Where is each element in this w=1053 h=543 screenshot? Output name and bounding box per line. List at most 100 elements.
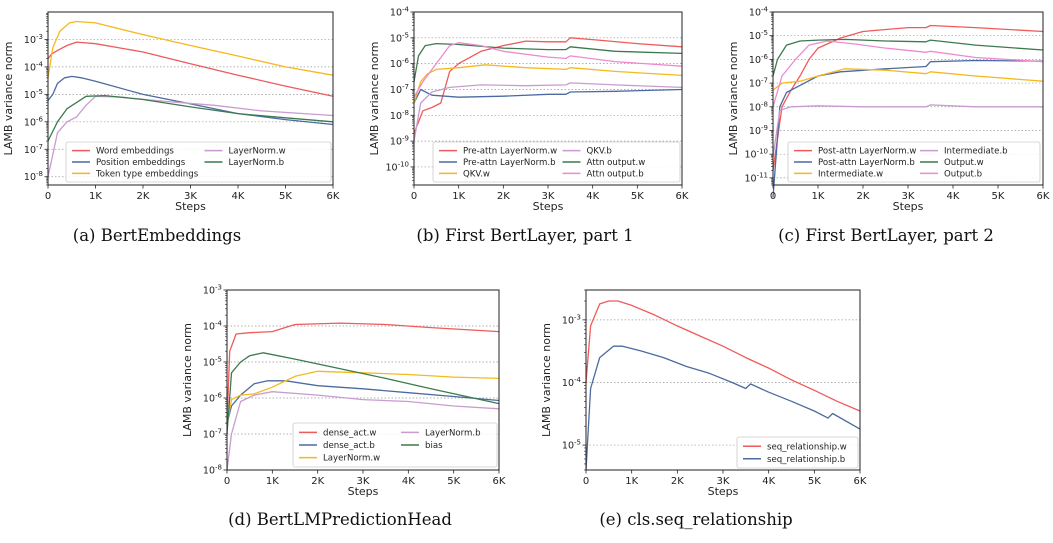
x-tick-label: 4K [402,476,415,487]
y-tick-label: 10-4 [390,6,410,19]
y-tick-label: 10-4 [24,60,44,73]
x-tick-label: 5K [808,476,821,487]
legend-label: LayerNorm.b [425,428,481,438]
x-tick-label: 4K [232,191,245,202]
y-tick-label: 10-5 [390,31,409,44]
figure-caption: (d) BertLMPredictionHead [228,510,452,529]
x-tick-label: 5K [992,191,1005,202]
x-axis-label: Steps [708,485,739,498]
legend-label: seq_relationship.b [767,455,845,465]
y-tick-label: 10-5 [203,356,222,369]
series-line-layernorm-w [226,370,500,424]
y-axis-label: LAMB variance norm [727,41,740,155]
legend-label: dense_act.w [323,428,376,438]
x-tick-label: 2K [671,476,684,487]
x-tick-label: 2K [137,191,150,202]
y-tick-label: 10-7 [749,77,768,90]
y-tick-label: 10-5 [562,439,581,452]
y-tick-label: 10-11 [744,171,768,184]
x-tick-label: 5K [279,191,292,202]
x-tick-label: 0 [45,191,51,202]
legend-label: QKV.w [463,169,490,179]
x-tick-label: 2K [311,476,324,487]
x-tick-label: 0 [770,191,776,202]
legend-label: Output.w [944,158,984,168]
x-tick-label: 4K [762,476,775,487]
y-tick-label: 10-4 [749,6,769,19]
y-tick-label: 10-7 [390,83,409,96]
x-tick-label: 6K [327,191,340,202]
series-line-post-attn-layernorm-b [772,59,1044,198]
y-axis-label: LAMB variance norm [368,41,381,155]
x-axis-label: Steps [348,485,379,498]
series-line-dense-act-b [226,380,500,424]
y-tick-label: 10-3 [203,284,222,297]
x-tick-label: 1K [812,191,825,202]
x-tick-label: 3K [184,191,197,202]
x-tick-label: 6K [854,476,867,487]
y-tick-label: 10-6 [749,53,769,66]
series-line-attn-output-w [413,42,683,82]
x-tick-label: 4K [947,191,960,202]
chart-panel-5: 0 1K 2K 3K 4K 5K 6K 10-5 10-4 10-3 Steps LAMB varia… [540,289,867,529]
legend-label: LayerNorm.b [229,158,285,168]
series-line-word-embeddings [47,41,334,97]
y-tick-label: 10-8 [24,170,43,183]
y-tick-label: 10-8 [749,100,768,113]
chart-panel-3: 0 1K 2K 3K 4K 5K 6K 10-11 10-10 10-9 10-8 10-7 10-6 1… [727,6,1050,246]
x-tick-label: 6K [493,476,506,487]
series-line-pre-attn-layernorm-b [413,88,683,104]
legend-label: LayerNorm.w [229,147,286,157]
figure-caption: (a) BertEmbeddings [73,226,241,245]
x-tick-label: 0 [583,476,589,487]
y-axis-label: LAMB variance norm [540,323,553,437]
y-tick-label: 10-7 [24,143,43,156]
series-line-qkv-w [413,64,683,104]
x-tick-label: 2K [857,191,870,202]
chart-panel-4: 0 1K 2K 3K 4K 5K 6K 10-8 10-7 10-6 10-5 10-4 10-3 Ste… [181,284,506,530]
y-tick-label: 10-9 [749,124,768,137]
series-line-seq-relationship-w [585,300,861,412]
series-line-qkv-b [413,82,683,142]
x-tick-label: 3K [717,476,730,487]
x-axis-label: Steps [175,200,206,213]
chart-panel-1: 0 1K 2K 3K 4K 5K 6K 10-8 10-7 10-6 10-5 10-4 10-3 Ste… [2,11,340,245]
legend-label: Attn output.w [587,158,646,168]
legend-label: bias [425,441,443,451]
legend-label: dense_act.b [323,441,375,451]
series-line-attn-output-b [413,42,683,98]
legend-label: seq_relationship.w [767,442,847,452]
y-tick-label: 10-10 [385,160,409,173]
y-tick-label: 10-10 [744,148,768,161]
x-tick-label: 0 [224,476,230,487]
series-line-seq-relationship-b [585,345,861,471]
series-line-dense-act-w [226,322,500,424]
chart-panel-2: 0 1K 2K 3K 4K 5K 6K 10-10 10-9 10-8 10-7 10-6 10-5 10… [368,6,689,246]
series-line-output-w [772,38,1044,77]
x-tick-label: 1K [89,191,102,202]
legend-box [65,141,332,183]
y-axis-label: LAMB variance norm [2,41,15,155]
series-line-token-type-embeddings [47,20,334,78]
x-tick-label: 6K [676,191,689,202]
legend-label: Post-attn LayerNorm.w [818,147,916,157]
x-tick-label: 3K [357,476,370,487]
y-tick-label: 10-8 [390,109,409,122]
y-tick-label: 10-9 [390,135,409,148]
legend-label: Token type embeddings [95,169,199,179]
legend-label: Output.b [944,169,982,179]
y-tick-label: 10-8 [203,464,222,477]
legend-box [787,141,1041,183]
legend-label: Pre-attn LayerNorm.w [463,147,557,157]
y-tick-label: 10-5 [24,88,43,101]
figure-caption: (b) First BertLayer, part 1 [416,226,633,245]
x-axis-label: Steps [533,200,564,213]
legend-box [432,141,681,183]
legend-label: Attn output.b [587,169,644,179]
series-line-intermediate-b [772,104,1043,157]
legend-label: LayerNorm.w [323,454,380,464]
x-tick-label: 1K [625,476,638,487]
legend-label: Pre-attn LayerNorm.b [463,158,556,168]
figure-caption: (e) cls.seq_relationship [599,510,792,529]
y-tick-label: 10-6 [203,392,223,405]
